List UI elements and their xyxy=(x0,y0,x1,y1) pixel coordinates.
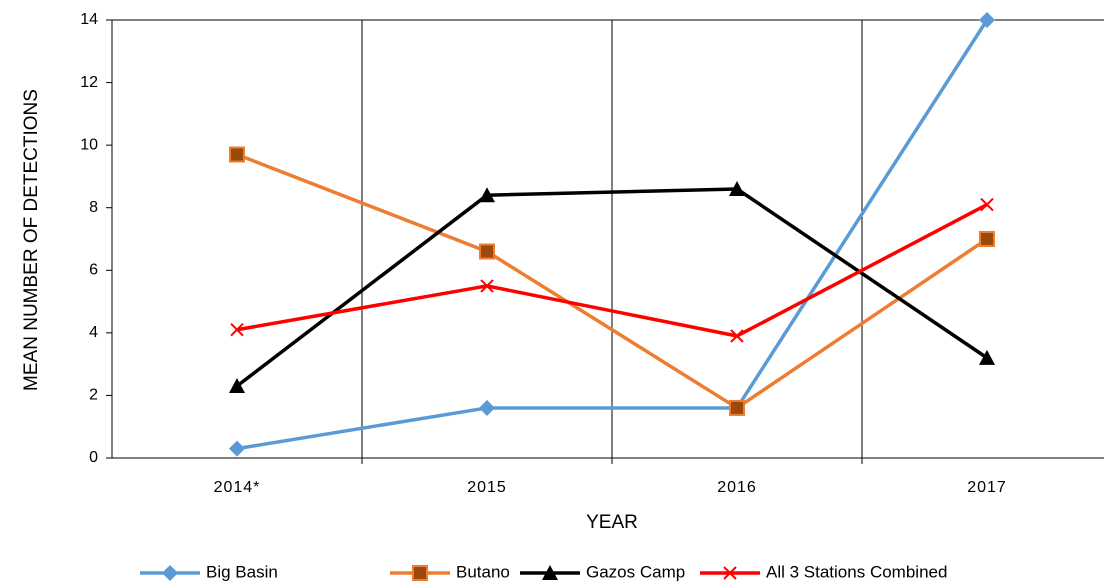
x-axis-title: YEAR xyxy=(586,512,638,533)
marker xyxy=(480,279,494,293)
marker xyxy=(979,349,995,365)
y-tick-label: 2 xyxy=(89,387,98,404)
y-tick-label: 4 xyxy=(89,324,98,341)
y-axis-title: MEAN NUMBER OF DETECTIONS xyxy=(21,89,42,391)
legend-label: Big Basin xyxy=(206,562,278,581)
marker xyxy=(979,12,995,28)
legend-label: Butano xyxy=(456,562,510,581)
series-line xyxy=(236,152,988,410)
marker xyxy=(412,565,428,581)
series-line xyxy=(236,19,989,451)
x-tick-label: 2015 xyxy=(467,479,507,496)
x-tick-label: 2016 xyxy=(717,479,757,496)
marker xyxy=(229,146,245,163)
y-tick-label: 14 xyxy=(80,11,98,28)
marker xyxy=(542,565,558,580)
x-tick-label: 2017 xyxy=(967,479,1007,496)
series-line xyxy=(235,187,988,388)
y-tick-label: 10 xyxy=(80,136,98,153)
y-tick-label: 6 xyxy=(89,262,98,279)
x-tick-label: 2014* xyxy=(214,479,261,496)
legend-label: Gazos Camp xyxy=(586,562,685,581)
series-line xyxy=(236,203,988,338)
legend-label: All 3 Stations Combined xyxy=(766,562,947,581)
marker xyxy=(479,399,495,416)
marker xyxy=(479,187,495,203)
marker xyxy=(980,197,994,212)
marker xyxy=(729,180,745,196)
marker xyxy=(723,566,737,580)
marker xyxy=(229,378,245,394)
y-tick-label: 8 xyxy=(89,199,98,216)
y-tick-label: 12 xyxy=(80,74,98,91)
marker xyxy=(479,243,495,260)
marker xyxy=(229,440,245,457)
marker xyxy=(162,565,178,581)
marker xyxy=(729,399,745,416)
marker xyxy=(979,231,995,247)
marker xyxy=(730,329,744,343)
marker xyxy=(230,323,244,337)
y-tick-label: 0 xyxy=(89,449,98,466)
